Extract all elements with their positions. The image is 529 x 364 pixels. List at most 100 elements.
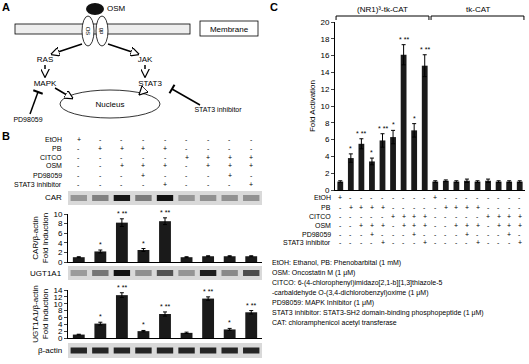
svg-text:-: -: [497, 231, 500, 238]
svg-text:-: -: [487, 194, 490, 201]
svg-text:-: -: [476, 213, 479, 220]
svg-text:-: -: [207, 145, 210, 152]
svg-text:-: -: [444, 231, 447, 238]
svg-text:PB: PB: [321, 204, 331, 211]
svg-text:+: +: [507, 213, 511, 220]
svg-text:-: -: [339, 231, 342, 238]
svg-text:-: -: [518, 204, 521, 211]
svg-text:-: -: [423, 194, 426, 201]
svg-text:-: -: [185, 162, 188, 169]
svg-text:C: C: [270, 1, 278, 13]
svg-text:+: +: [163, 162, 167, 169]
svg-text:-: -: [207, 136, 210, 143]
svg-text:8: 8: [58, 219, 63, 228]
svg-text:+: +: [77, 136, 81, 143]
svg-text:-: -: [476, 194, 479, 201]
svg-text:*: *: [228, 319, 231, 326]
svg-text:-: -: [413, 239, 416, 246]
svg-text:+: +: [338, 194, 342, 201]
svg-text:-: -: [120, 181, 123, 188]
svg-text:+: +: [185, 154, 189, 161]
svg-text:+: +: [433, 194, 437, 201]
svg-text:+: +: [391, 213, 395, 220]
svg-text:-: -: [360, 239, 363, 246]
svg-text:4: 4: [325, 152, 330, 161]
svg-text:JAK: JAK: [138, 55, 153, 64]
svg-text:-: -: [455, 213, 458, 220]
svg-text:6: 6: [325, 135, 330, 144]
svg-text:-: -: [518, 194, 521, 201]
svg-text:4: 4: [58, 239, 63, 248]
svg-text:-: -: [207, 172, 210, 179]
svg-text:* **: * **: [420, 46, 430, 53]
svg-text:+: +: [465, 204, 469, 211]
svg-text:*: *: [99, 313, 102, 320]
svg-text:10: 10: [53, 210, 62, 219]
svg-text:OSM: Oncostatin M (1 μM): OSM: Oncostatin M (1 μM): [272, 269, 355, 277]
svg-text:-: -: [518, 231, 521, 238]
svg-text:-: -: [99, 162, 102, 169]
svg-text:PD98059: MAPK Inhibitor (1 μM): PD98059: MAPK Inhibitor (1 μM): [272, 299, 374, 307]
svg-text:2: 2: [58, 327, 63, 336]
svg-text:(NR1)³-tk-CAT: (NR1)³-tk-CAT: [357, 5, 408, 14]
svg-text:MAPK: MAPK: [34, 79, 57, 88]
svg-text:CITCO: CITCO: [40, 154, 62, 161]
svg-text:-: -: [349, 213, 352, 220]
svg-text:4: 4: [58, 320, 63, 329]
svg-text:PD98059: PD98059: [13, 116, 42, 123]
svg-text:-: -: [370, 194, 373, 201]
svg-text:* **: * **: [356, 130, 366, 137]
svg-text:-: -: [360, 231, 363, 238]
svg-text:+: +: [359, 204, 363, 211]
svg-text:+: +: [412, 213, 416, 220]
svg-text:-: -: [381, 213, 384, 220]
svg-text:+: +: [402, 222, 406, 229]
svg-text:10: 10: [53, 300, 62, 309]
svg-text:* **: * **: [160, 209, 170, 216]
svg-text:* **: * **: [160, 303, 170, 310]
svg-text:+: +: [370, 204, 374, 211]
svg-text:UGT1A1: UGT1A1: [30, 269, 62, 278]
svg-text:-: -: [413, 204, 416, 211]
svg-text:10: 10: [320, 102, 329, 111]
svg-text:gp: gp: [99, 28, 105, 35]
svg-text:OSM: OSM: [46, 162, 62, 169]
svg-text:-: -: [476, 231, 479, 238]
svg-text:B: B: [2, 130, 10, 142]
svg-text:UGT1A1/β-actinFold Induction: UGT1A1/β-actinFold Induction: [31, 285, 50, 343]
svg-text:-: -: [455, 231, 458, 238]
svg-text:-: -: [142, 154, 145, 161]
svg-text:-: -: [487, 231, 490, 238]
svg-text:-: -: [339, 213, 342, 220]
svg-text:-: -: [508, 194, 511, 201]
svg-text:-: -: [423, 204, 426, 211]
svg-text:-: -: [497, 239, 500, 246]
svg-text:+: +: [497, 222, 501, 229]
svg-text:-: -: [465, 194, 468, 201]
svg-text:-: -: [77, 162, 80, 169]
svg-text:-: -: [339, 204, 342, 211]
svg-text:-: -: [349, 194, 352, 201]
svg-text:-: -: [381, 231, 384, 238]
svg-text:-: -: [77, 181, 80, 188]
svg-text:2: 2: [325, 169, 330, 178]
svg-text:-: -: [465, 213, 468, 220]
svg-text:-: -: [349, 231, 352, 238]
svg-text:+: +: [423, 222, 427, 229]
svg-text:-: -: [434, 239, 437, 246]
svg-text:-: -: [185, 136, 188, 143]
svg-text:+: +: [444, 204, 448, 211]
svg-text:tk-CAT: tk-CAT: [466, 5, 490, 14]
svg-text:+: +: [465, 231, 469, 238]
svg-text:-: -: [434, 204, 437, 211]
svg-text:-: -: [392, 239, 395, 246]
svg-text:-: -: [185, 172, 188, 179]
svg-text:EtOH: Ethanol, PB: Phenobarbit: EtOH: Ethanol, PB: Phenobarbital (1 mM): [272, 259, 401, 267]
svg-text:+: +: [412, 231, 416, 238]
svg-text:β-actin: β-actin: [38, 346, 62, 355]
svg-text:-: -: [423, 231, 426, 238]
svg-text:-: -: [99, 136, 102, 143]
svg-text:*: *: [142, 321, 145, 328]
svg-text:-: -: [360, 213, 363, 220]
svg-text:-: -: [497, 204, 500, 211]
